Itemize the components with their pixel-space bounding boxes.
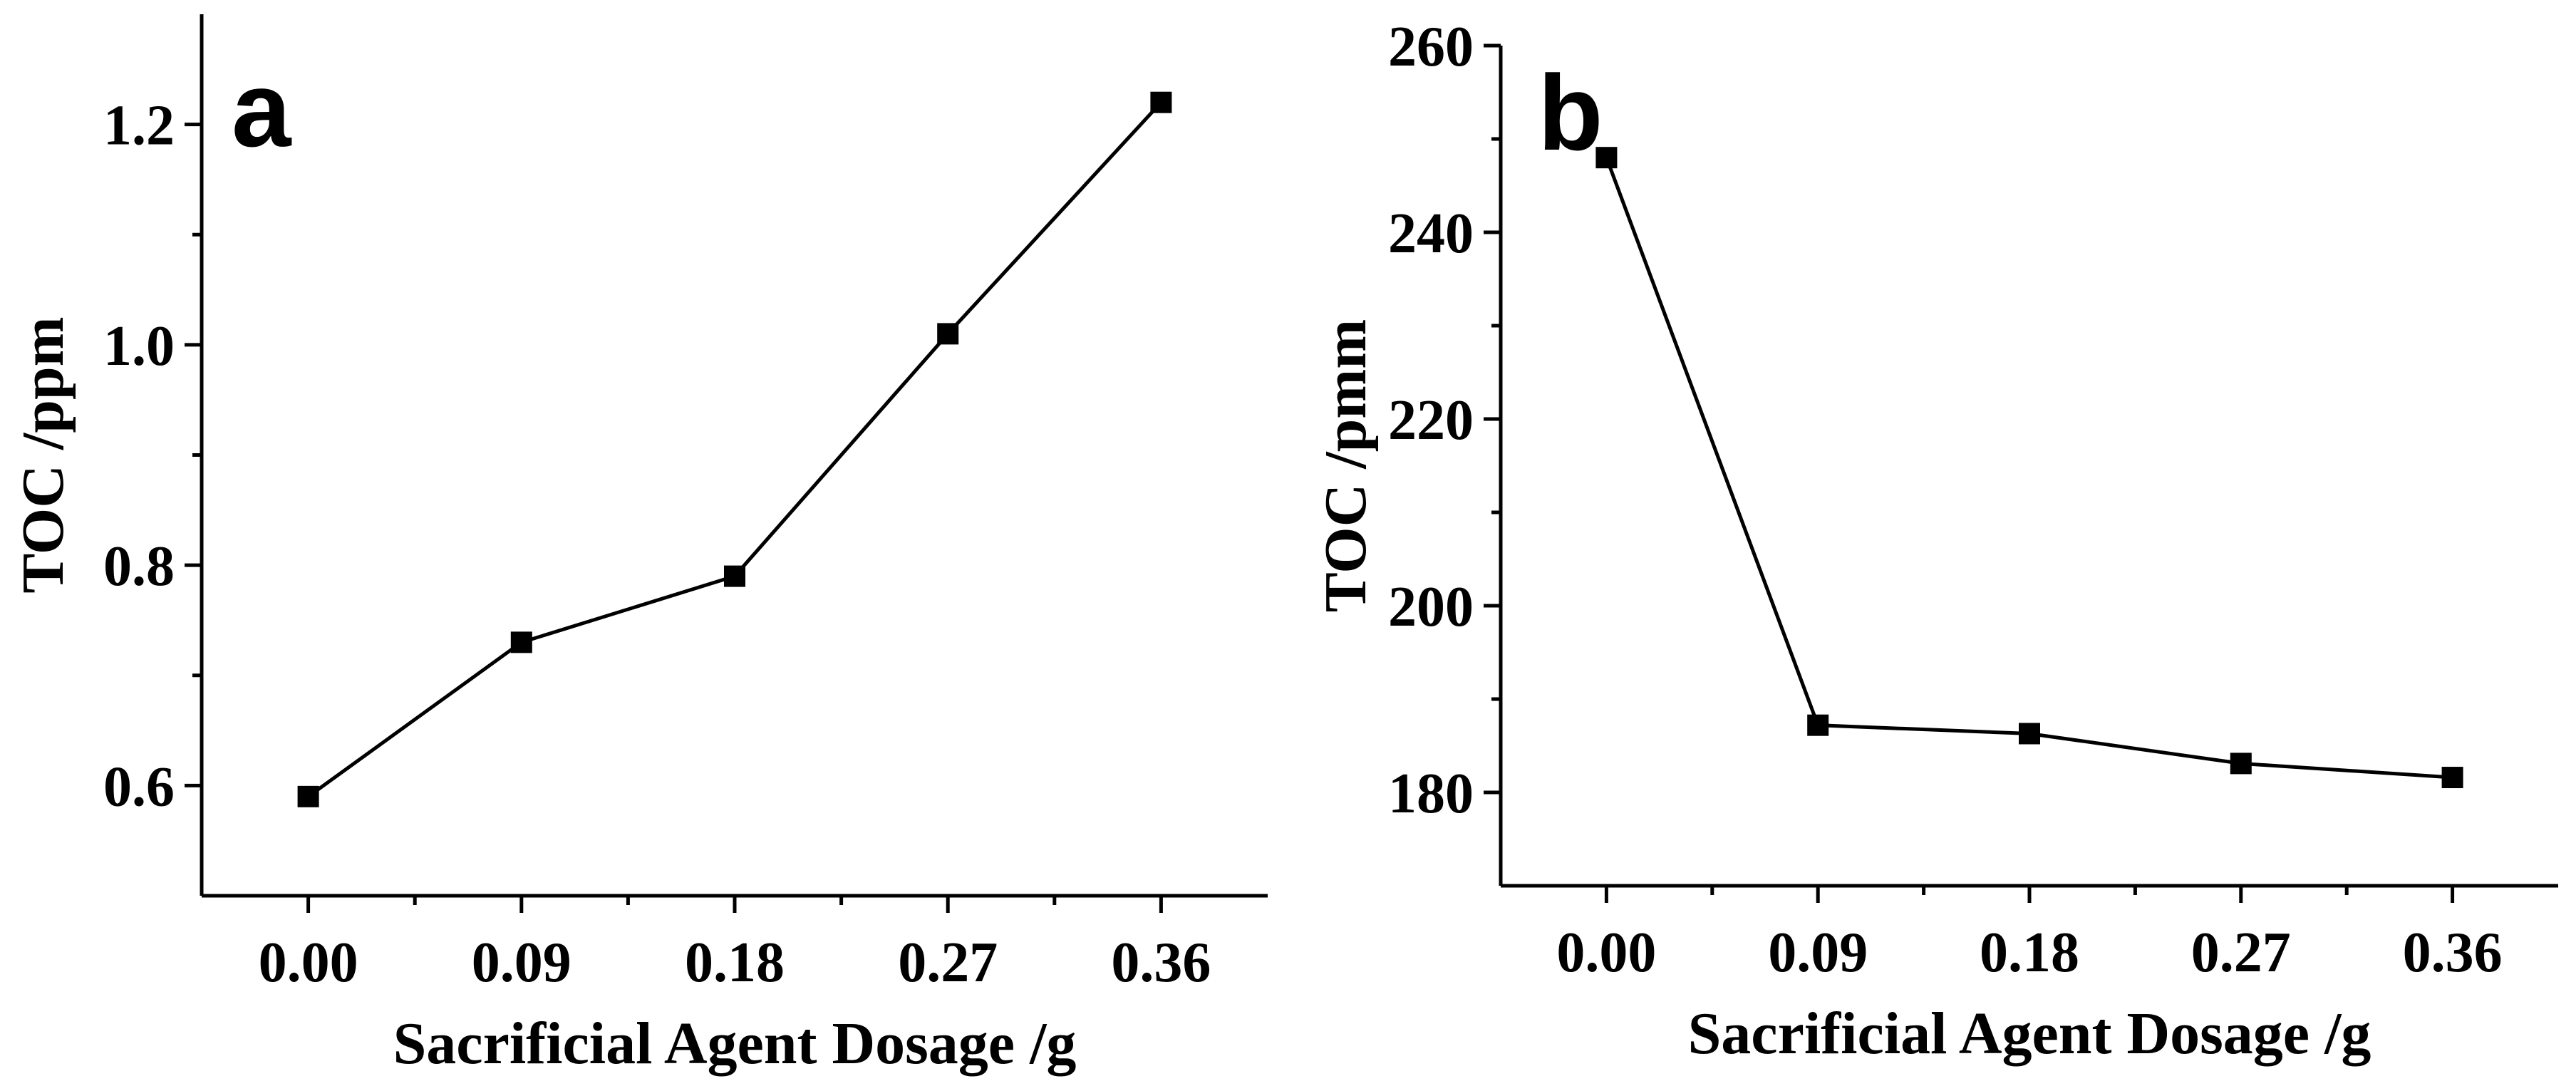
data-point bbox=[937, 323, 959, 345]
y-tick-label: 200 bbox=[1388, 576, 1474, 638]
y-tick-label: 1.2 bbox=[103, 95, 175, 157]
series-line bbox=[307, 101, 1163, 798]
data-point bbox=[2441, 767, 2463, 789]
x-tick-label: 0.00 bbox=[259, 931, 358, 994]
series-line bbox=[1605, 157, 2453, 780]
x-tick-label: 0.27 bbox=[898, 931, 998, 994]
data-point bbox=[2019, 723, 2040, 745]
data-point bbox=[297, 785, 319, 807]
y-axis-title: TOC /pmm bbox=[1313, 319, 1379, 613]
y-tick-label: 1.0 bbox=[103, 315, 175, 378]
y-tick-label: 220 bbox=[1388, 389, 1474, 452]
y-tick-label: 0.8 bbox=[103, 535, 175, 598]
panel-letter: b bbox=[1538, 53, 1603, 172]
y-tick-label: 260 bbox=[1388, 16, 1474, 78]
data-point bbox=[2230, 753, 2252, 775]
data-point bbox=[510, 631, 532, 653]
x-tick-label: 0.36 bbox=[1111, 931, 1211, 994]
y-tick-label: 0.6 bbox=[103, 755, 175, 818]
data-point bbox=[1807, 714, 1829, 736]
data-point bbox=[724, 565, 745, 587]
x-tick-label: 0.09 bbox=[472, 931, 571, 994]
x-tick-label: 0.18 bbox=[1980, 921, 2079, 984]
chart-panel-a: 0.6 0.8 1.0 1.2 0.00 0.09 0.18 0.27 0.36 Sacrific… bbox=[10, 14, 1268, 1077]
y-tick-label: 180 bbox=[1388, 762, 1474, 825]
x-tick-label: 0.36 bbox=[2403, 921, 2503, 984]
x-tick-label: 0.09 bbox=[1768, 921, 1868, 984]
panel-letter: a bbox=[232, 49, 292, 169]
data-point bbox=[1595, 147, 1618, 169]
chart-panel-b: 180 200 220 240 260 0.00 0.09 0.18 0.27 0.36 Sacri… bbox=[1313, 16, 2558, 1067]
x-tick-label: 0.18 bbox=[685, 931, 785, 994]
x-axis-title: Sacrificial Agent Dosage /g bbox=[393, 1010, 1077, 1077]
x-tick-label: 0.27 bbox=[2191, 921, 2291, 984]
x-axis-title: Sacrificial Agent Dosage /g bbox=[1688, 1000, 2371, 1067]
data-point bbox=[1150, 91, 1172, 113]
y-tick-label: 240 bbox=[1388, 202, 1474, 265]
y-axis-title: TOC /ppm bbox=[10, 316, 76, 593]
x-tick-label: 0.00 bbox=[1556, 921, 1656, 984]
